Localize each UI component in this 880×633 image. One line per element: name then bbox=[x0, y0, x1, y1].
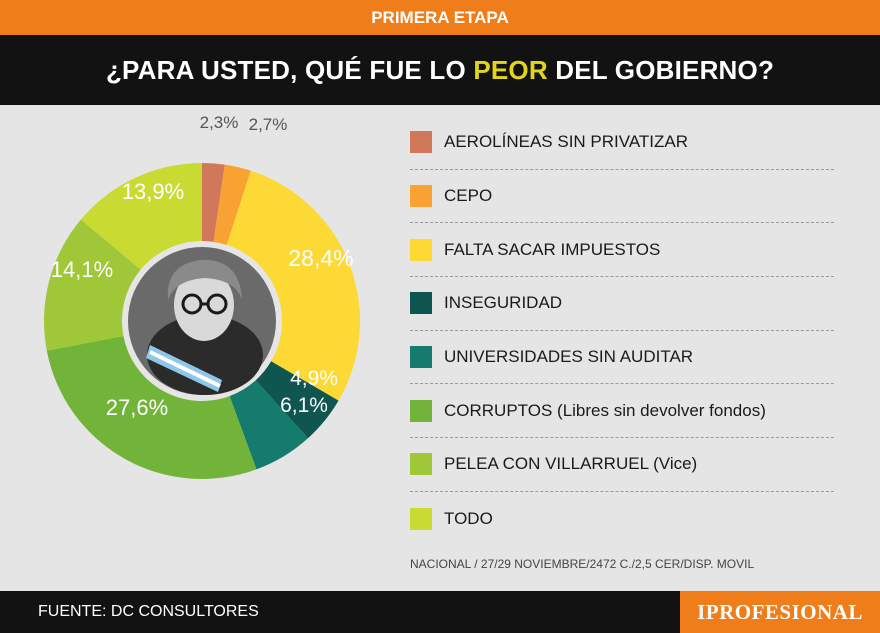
donut-slice bbox=[229, 380, 308, 470]
donut-slice bbox=[44, 219, 141, 351]
legend-label: CEPO bbox=[444, 186, 493, 206]
stage-banner: PRIMERA ETAPA bbox=[0, 0, 880, 35]
footer-bar: FUENTE: DC CONSULTORES IPROFESIONAL bbox=[0, 591, 880, 633]
brand-logo: IPROFESIONAL bbox=[680, 591, 880, 633]
slice-value-label: 2,3% bbox=[200, 113, 239, 132]
legend-label: INSEGURIDAD bbox=[444, 293, 563, 313]
legend-swatch bbox=[410, 292, 432, 315]
donut-slice bbox=[202, 163, 225, 242]
legend-item: TODO bbox=[410, 492, 834, 546]
slice-value-label: 14,1% bbox=[51, 257, 113, 282]
legend-item: INSEGURIDAD bbox=[410, 277, 834, 331]
donut-chart: 2,3% 2,7% 28,4% 4,9% 6,1% 27,6% 14,1% 13,9% bbox=[44, 113, 361, 479]
legend-item: CORRUPTOS (Libres sin devolver fondos) bbox=[410, 384, 834, 439]
legend-label: CORRUPTOS (Libres sin devolver fondos) bbox=[444, 400, 766, 420]
slice-value-label: 28,4% bbox=[288, 245, 353, 271]
legend: AEROLÍNEAS SIN PRIVATIZAR CEPO FALTA SACAR… bbox=[410, 116, 834, 546]
legend-label: UNIVERSIDADES SIN AUDITAR bbox=[444, 347, 694, 367]
legend-swatch bbox=[410, 346, 432, 369]
donut-slice bbox=[226, 170, 361, 401]
survey-footnote: NACIONAL / 27/29 NOVIEMBRE/2472 C./2,5 C… bbox=[410, 557, 755, 571]
slice-value-label: 27,6% bbox=[106, 395, 168, 420]
legend-label: AEROLÍNEAS SIN PRIVATIZAR bbox=[444, 132, 689, 152]
legend-swatch bbox=[410, 131, 432, 154]
slice-value-label: 4,9% bbox=[290, 367, 338, 390]
slice-value-label: 6,1% bbox=[280, 394, 328, 417]
portrait-jacket bbox=[147, 315, 263, 395]
legend-swatch bbox=[410, 399, 432, 422]
legend-swatch bbox=[410, 453, 432, 476]
title-bar: ¿PARA USTED, QUÉ FUE LO PEOR DEL GOBIERN… bbox=[0, 35, 880, 105]
legend-item: UNIVERSIDADES SIN AUDITAR bbox=[410, 331, 834, 385]
portrait-hair bbox=[167, 259, 242, 300]
slice-value-label: 13,9% bbox=[122, 179, 184, 204]
legend-item: PELEA CON VILLARRUEL (Vice) bbox=[410, 438, 834, 492]
title-suffix: DEL GOBIERNO? bbox=[547, 54, 775, 85]
title-highlight: PEOR bbox=[473, 54, 548, 85]
legend-item: FALTA SACAR IMPUESTOS bbox=[410, 223, 834, 278]
portrait-sash-stripe bbox=[149, 350, 221, 388]
legend-swatch bbox=[410, 185, 432, 208]
legend-swatch bbox=[410, 507, 432, 530]
page-title: ¿PARA USTED, QUÉ FUE LO PEOR DEL GOBIERN… bbox=[106, 55, 774, 86]
legend-item: AEROLÍNEAS SIN PRIVATIZAR bbox=[410, 116, 834, 170]
legend-item: CEPO bbox=[410, 170, 834, 224]
stage-label: PRIMERA ETAPA bbox=[371, 7, 509, 27]
portrait-image bbox=[128, 247, 276, 395]
donut-slice bbox=[80, 163, 202, 270]
legend-label: FALTA SACAR IMPUESTOS bbox=[444, 239, 661, 259]
donut-slice bbox=[213, 164, 251, 245]
legend-label: PELEA CON VILLARRUEL (Vice) bbox=[444, 454, 698, 474]
donut-slice bbox=[46, 335, 257, 479]
legend-label: TODO bbox=[444, 508, 493, 528]
slice-value-label: 2,7% bbox=[249, 115, 288, 134]
title-prefix: ¿PARA USTED, QUÉ FUE LO bbox=[105, 54, 474, 85]
donut-slice bbox=[255, 361, 339, 439]
legend-swatch bbox=[410, 238, 432, 261]
source-label: FUENTE: DC CONSULTORES bbox=[38, 603, 259, 620]
